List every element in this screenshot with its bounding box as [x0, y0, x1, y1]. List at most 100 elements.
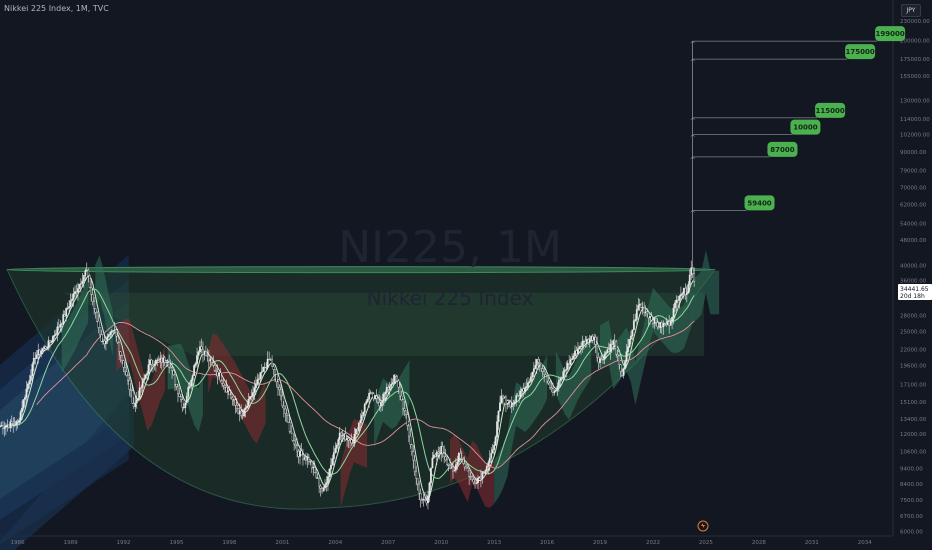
candle-body	[350, 439, 353, 444]
candle-body	[374, 395, 376, 399]
candle-body	[457, 452, 460, 463]
candle-body	[43, 346, 46, 350]
candle-body	[525, 386, 528, 388]
candle-body	[641, 306, 644, 308]
candle-body	[412, 451, 415, 461]
candle-body	[29, 375, 32, 381]
candle-body	[129, 389, 132, 391]
candle-body	[572, 355, 575, 359]
candle-body	[52, 336, 54, 342]
candle-body	[174, 374, 176, 385]
candle-body	[9, 421, 12, 428]
candle-body	[6, 424, 9, 426]
target-arrow	[690, 209, 695, 213]
candle-body	[460, 458, 463, 460]
candle-body	[284, 408, 287, 414]
cloud-segment	[374, 360, 410, 448]
candle-body	[156, 359, 159, 361]
candle-body	[378, 402, 381, 407]
y-tick-label: 15100.00	[900, 400, 927, 406]
candle-body	[141, 380, 144, 388]
price-axis[interactable]: 230000.00 200000.00 175000.00 155000.00 1300…	[900, 19, 930, 535]
currency-button[interactable]: JPY	[901, 4, 921, 17]
candle-body	[128, 380, 131, 390]
candle-body	[297, 450, 300, 457]
candle-body	[262, 366, 265, 372]
candle-body	[305, 457, 307, 461]
candle-body	[657, 326, 660, 328]
candle-body	[450, 466, 453, 469]
x-tick-label: 2034	[858, 540, 872, 546]
candle-body	[213, 365, 216, 371]
candle-body	[22, 399, 25, 409]
candle-body	[388, 386, 391, 390]
candle-body	[238, 410, 241, 414]
candle-body	[615, 341, 618, 355]
candle-body	[65, 308, 68, 317]
candle-body	[275, 374, 278, 382]
candle-body	[274, 369, 276, 375]
candle-body	[590, 336, 593, 340]
candle-body	[110, 331, 113, 333]
candle-body	[541, 368, 544, 372]
candle-body	[413, 459, 416, 473]
candle-body	[281, 395, 284, 407]
candle-body	[131, 390, 134, 404]
x-tick-label: 1998	[222, 540, 236, 546]
candle-body	[349, 439, 351, 441]
candle-body	[365, 401, 368, 405]
candle-body	[593, 336, 596, 341]
candle-body	[4, 425, 7, 428]
candle-body	[385, 387, 388, 393]
price-candles	[0, 260, 696, 510]
candle-body	[381, 400, 384, 403]
replay-icon[interactable]	[697, 520, 709, 532]
candle-body	[685, 292, 688, 295]
candle-body	[594, 336, 597, 345]
candle-body	[407, 425, 410, 437]
candle-body	[306, 457, 309, 461]
candle-body	[72, 293, 75, 300]
candle-body	[547, 381, 550, 384]
candle-body	[660, 322, 663, 328]
cloud-segment	[95, 255, 113, 357]
candle-body	[224, 385, 226, 388]
candle-body	[574, 350, 576, 357]
candle-body	[160, 357, 163, 363]
candle-body	[252, 392, 254, 397]
candle-body	[588, 339, 591, 343]
candle-body	[285, 413, 288, 416]
candle-body	[663, 322, 666, 324]
candle-body	[468, 470, 471, 477]
candle-body	[553, 390, 556, 393]
candle-body	[560, 377, 563, 379]
candle-body	[91, 294, 94, 302]
candle-body	[132, 402, 135, 407]
candle-body	[24, 397, 26, 400]
candle-body	[235, 405, 238, 409]
candle-body	[591, 336, 594, 341]
target-label-box	[845, 44, 876, 60]
candle-body	[585, 338, 588, 344]
candle-body	[647, 313, 650, 318]
y-tick-label: 70000.00	[900, 185, 927, 191]
target-label: 175000	[845, 48, 874, 56]
y-tick-label: 62000.00	[900, 202, 927, 208]
candle-body	[677, 299, 679, 301]
candle-body	[331, 458, 334, 466]
y-tick-label: 22000.00	[900, 347, 927, 353]
candle-body	[13, 424, 16, 426]
candle-body	[143, 378, 146, 381]
candle-body	[675, 299, 678, 304]
candle-body	[512, 403, 515, 405]
candle-body	[313, 467, 316, 474]
candle-body	[122, 360, 125, 368]
x-tick-label: 2001	[275, 540, 289, 546]
candle-body	[440, 446, 443, 454]
cup-handle-zone	[63, 292, 705, 356]
time-axis[interactable]: 1986 1989 1992 1995 1998 2001 2004 2007 2010 2013…	[11, 540, 873, 546]
candle-body	[400, 395, 403, 400]
candle-body	[307, 457, 310, 462]
candle-body	[209, 358, 212, 362]
